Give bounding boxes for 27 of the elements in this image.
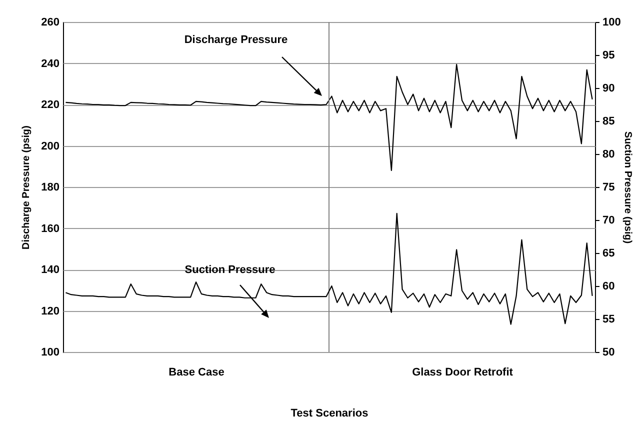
- y-tick-label: 160: [41, 222, 60, 235]
- x-tick-label: Base Case: [168, 366, 224, 378]
- y2-tick-label: 90: [602, 82, 615, 94]
- y-tick-label: 120: [41, 305, 60, 318]
- y2-tick-label: 50: [602, 346, 615, 358]
- x-tick-label: Glass Door Retrofit: [412, 366, 514, 378]
- y2-tick-label: 85: [602, 116, 615, 128]
- y2-tick-label: 65: [602, 248, 615, 260]
- y-tick-label: 140: [41, 264, 60, 276]
- x-axis-title: Test Scenarios: [290, 408, 368, 420]
- y-tick-label: 240: [41, 58, 60, 70]
- y2-tick-label: 60: [602, 280, 615, 292]
- y2-tick-label: 95: [602, 50, 615, 62]
- y2-tick-label: 55: [602, 314, 615, 326]
- y-tick-label: 100: [41, 346, 60, 358]
- y2-axis-title: Suction Pressure (psig): [622, 131, 633, 244]
- y2-tick-label: 75: [602, 182, 615, 194]
- text: Discharge Pressure: [184, 34, 288, 46]
- y-tick-label: 220: [41, 99, 60, 111]
- y-tick-label: 180: [41, 182, 60, 194]
- series-label: Suction Pressure: [184, 264, 276, 276]
- y2-tick-label: 70: [602, 214, 615, 226]
- y-tick-label: 260: [41, 16, 60, 28]
- y-tick-label: 200: [41, 140, 60, 152]
- y2-tick-label: 80: [602, 148, 615, 160]
- y2-tick-label: 100: [602, 16, 621, 28]
- y-axis-title: Discharge Pressure (psig): [21, 126, 32, 250]
